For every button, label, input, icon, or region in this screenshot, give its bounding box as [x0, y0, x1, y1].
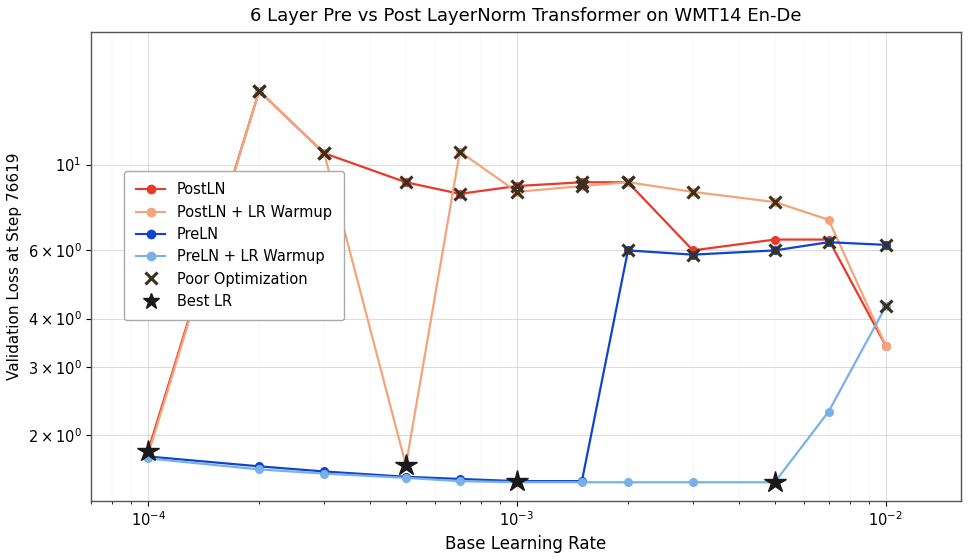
PreLN + LR Warmup [880, 303, 892, 310]
X-axis label: Base Learning Rate: Base Learning Rate [445, 535, 607, 553]
PostLN [254, 87, 265, 94]
Legend: PostLN, PostLN + LR Warmup, PreLN, PreLN + LR Warmup, Poor Optimization, Best LR: PostLN, PostLN + LR Warmup, PreLN, PreLN… [125, 171, 344, 320]
PostLN + LR Warmup [318, 150, 330, 157]
Line: PreLN + LR Warmup: PreLN + LR Warmup [144, 302, 890, 486]
PostLN [769, 236, 780, 243]
Line: PreLN: PreLN [144, 239, 890, 485]
PreLN [318, 468, 330, 475]
Y-axis label: Validation Loss at Step 76619: Validation Loss at Step 76619 [7, 153, 22, 380]
PreLN + LR Warmup [823, 408, 834, 415]
PostLN + LR Warmup [880, 343, 892, 349]
Line: PostLN + LR Warmup: PostLN + LR Warmup [144, 87, 890, 469]
PreLN + LR Warmup [576, 479, 588, 486]
PostLN + LR Warmup [400, 462, 411, 469]
PreLN [823, 239, 834, 246]
PostLN + LR Warmup [687, 189, 699, 195]
PostLN [142, 447, 154, 454]
PostLN [880, 343, 892, 349]
PostLN [318, 150, 330, 157]
PreLN + LR Warmup [454, 478, 466, 484]
PreLN + LR Warmup [142, 455, 154, 462]
PostLN [400, 179, 411, 185]
PreLN [454, 475, 466, 482]
PostLN + LR Warmup [823, 216, 834, 223]
PreLN [769, 247, 780, 254]
PostLN [823, 236, 834, 243]
PostLN + LR Warmup [576, 183, 588, 189]
PreLN + LR Warmup [622, 479, 634, 486]
PreLN + LR Warmup [687, 479, 699, 486]
PostLN [687, 247, 699, 254]
PreLN [622, 247, 634, 254]
PreLN + LR Warmup [511, 479, 523, 486]
PostLN + LR Warmup [142, 451, 154, 458]
PreLN [511, 478, 523, 484]
PostLN [622, 179, 634, 185]
PreLN + LR Warmup [769, 479, 780, 486]
PostLN + LR Warmup [622, 179, 634, 185]
PreLN + LR Warmup [254, 466, 265, 473]
PreLN [142, 453, 154, 460]
PostLN + LR Warmup [254, 87, 265, 94]
PostLN + LR Warmup [769, 199, 780, 206]
PostLN [454, 190, 466, 197]
PostLN + LR Warmup [454, 148, 466, 155]
PreLN [880, 241, 892, 248]
Title: 6 Layer Pre vs Post LayerNorm Transformer on WMT14 En-De: 6 Layer Pre vs Post LayerNorm Transforme… [251, 7, 802, 25]
PostLN [576, 179, 588, 185]
Line: PostLN: PostLN [144, 87, 890, 455]
PreLN + LR Warmup [400, 474, 411, 481]
PreLN [576, 478, 588, 484]
PreLN + LR Warmup [318, 470, 330, 477]
PreLN [254, 463, 265, 470]
PreLN [400, 473, 411, 480]
PostLN + LR Warmup [511, 189, 523, 195]
PreLN [687, 251, 699, 258]
PostLN [511, 183, 523, 189]
